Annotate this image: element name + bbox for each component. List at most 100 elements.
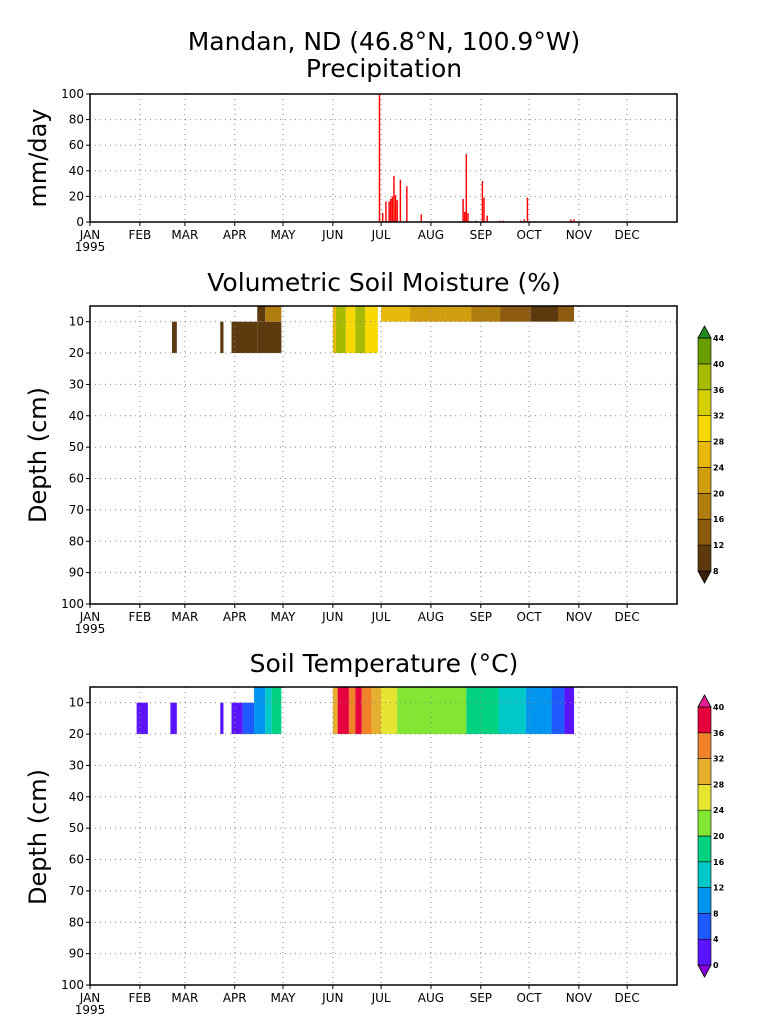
moisture-cell bbox=[410, 306, 446, 322]
precip-x-tick-label: MAR bbox=[171, 228, 198, 242]
temperature-cell bbox=[466, 687, 499, 735]
moisture-x-tick-label: JUL bbox=[371, 610, 391, 624]
moisture-y-tick-label: 70 bbox=[69, 503, 84, 517]
temperature-x-tick-label: MAR bbox=[171, 991, 198, 1005]
temperature-colorbar-segment bbox=[697, 732, 712, 759]
moisture-colorbar-label: 44 bbox=[713, 334, 725, 343]
precip-x-tick-label: DEC bbox=[615, 228, 640, 242]
temperature-y-tick-label: 60 bbox=[69, 853, 84, 867]
precip-panel: 0 20 40 60 80 100 JAN FEB MAR APR MAY JUN JUL AUG SEP O… bbox=[61, 87, 678, 254]
moisture-cell bbox=[557, 306, 575, 322]
moisture-colorbar-label: 24 bbox=[713, 463, 725, 472]
moisture-colorbar-label: 40 bbox=[713, 360, 725, 369]
moisture-colorbar-segment bbox=[697, 389, 712, 416]
temperature-x-year-label: 1995 bbox=[75, 1003, 106, 1017]
precip-bar bbox=[420, 214, 423, 222]
temperature-x-tick-label: NOV bbox=[566, 991, 593, 1005]
moisture-x-tick-label: SEP bbox=[470, 610, 492, 624]
precip-x-tick-label: SEP bbox=[470, 228, 492, 242]
precip-y-tick-label: 40 bbox=[69, 164, 84, 178]
moisture-colorbar-segment bbox=[697, 337, 712, 365]
temperature-colorbar-segment bbox=[697, 887, 712, 914]
temperature-colorbar-low-arrow bbox=[697, 964, 712, 978]
moisture-colorbar-label: 28 bbox=[713, 438, 725, 447]
temperature-cell bbox=[355, 687, 362, 735]
precip-bar bbox=[393, 175, 395, 222]
moisture-y-tick-label: 90 bbox=[69, 566, 84, 580]
precip-bar bbox=[394, 195, 397, 222]
temperature-y-tick-label: 100 bbox=[61, 978, 84, 992]
moisture-cell bbox=[365, 306, 378, 354]
moisture-y-tick-label: 30 bbox=[69, 377, 84, 391]
moisture-colorbar-label: 32 bbox=[713, 412, 724, 421]
moisture-x-tick-label: DEC bbox=[615, 610, 640, 624]
temperature-x-tick-label: FEB bbox=[128, 991, 151, 1005]
precip-bar bbox=[381, 213, 384, 222]
temperature-colorbar-segment bbox=[697, 913, 712, 940]
precip-x-year-label: 1995 bbox=[75, 240, 106, 254]
precip-y-tick-label: 0 bbox=[76, 215, 84, 229]
precip-bar bbox=[486, 215, 488, 222]
moisture-colorbar-segment bbox=[697, 363, 712, 391]
moisture-x-tick-label: AUG bbox=[418, 610, 444, 624]
moisture-y-tick-label: 100 bbox=[61, 597, 84, 611]
temperature-x-tick-label: JAN bbox=[79, 991, 101, 1005]
moisture-cell bbox=[445, 306, 472, 322]
moisture-y-axis-label: Depth (cm) bbox=[24, 387, 52, 523]
moisture-x-tick-label: OCT bbox=[516, 610, 542, 624]
temperature-y-tick-label: 50 bbox=[69, 821, 84, 835]
temperature-y-tick-label: 10 bbox=[69, 696, 84, 710]
temperature-colorbar-high-arrow bbox=[697, 694, 712, 708]
precip-x-tick-label: JAN bbox=[79, 228, 101, 242]
precip-bar bbox=[523, 219, 525, 222]
precip-bar bbox=[388, 201, 390, 222]
temperature-cell bbox=[551, 687, 565, 735]
precip-bar bbox=[378, 94, 381, 222]
temperature-cell bbox=[220, 702, 224, 735]
moisture-cell bbox=[172, 321, 177, 354]
moisture-cell bbox=[332, 306, 337, 354]
moisture-y-tick-label: 10 bbox=[69, 315, 84, 329]
temperature-colorbar-label: 32 bbox=[713, 755, 724, 764]
precip-bar bbox=[467, 213, 469, 222]
temperature-y-tick-label: 80 bbox=[69, 915, 84, 929]
moisture-colorbar-label: 12 bbox=[713, 541, 724, 550]
moisture-colorbar-segment bbox=[697, 518, 712, 546]
precip-bar bbox=[462, 198, 464, 222]
precip-bar bbox=[463, 211, 466, 222]
moisture-colorbar-low-arrow bbox=[697, 570, 712, 584]
temperature-plot-frame bbox=[89, 686, 678, 986]
temperature-colorbar-label: 36 bbox=[713, 729, 725, 738]
moisture-plot-frame bbox=[89, 305, 678, 605]
precip-x-tick-label: NOV bbox=[566, 228, 593, 242]
temperature-x-tick-label: OCT bbox=[516, 991, 542, 1005]
moisture-x-tick-label: JUN bbox=[321, 610, 343, 624]
precip-y-tick-label: 80 bbox=[69, 113, 84, 127]
moisture-x-year-label: 1995 bbox=[75, 622, 106, 636]
moisture-colorbar-high-arrow bbox=[697, 325, 712, 339]
temperature-x-tick-label: AUG bbox=[418, 991, 444, 1005]
precip-x-tick-label: AUG bbox=[418, 228, 444, 242]
precip-bar bbox=[573, 219, 575, 222]
temperature-y-tick-label: 20 bbox=[69, 727, 84, 741]
temperature-colorbar-label: 40 bbox=[713, 703, 725, 712]
precip-plot-frame bbox=[89, 93, 678, 223]
precip-bar bbox=[465, 154, 468, 222]
temperature-colorbar-label: 4 bbox=[713, 935, 719, 944]
precip-x-tick-label: JUN bbox=[321, 228, 343, 242]
temperature-colorbar-label: 16 bbox=[713, 858, 725, 867]
temperature-colorbar-label: 24 bbox=[713, 806, 725, 815]
temperature-x-tick-label: MAY bbox=[271, 991, 297, 1005]
moisture-cell bbox=[345, 306, 356, 354]
temperature-cell bbox=[337, 687, 349, 735]
temperature-cell bbox=[525, 687, 552, 735]
precip-x-tick-label: JUL bbox=[371, 228, 391, 242]
precip-bar bbox=[385, 201, 387, 222]
moisture-cell bbox=[265, 306, 282, 322]
moisture-cell bbox=[336, 306, 346, 354]
temperature-cell bbox=[231, 702, 243, 735]
temperature-cell bbox=[564, 687, 575, 735]
